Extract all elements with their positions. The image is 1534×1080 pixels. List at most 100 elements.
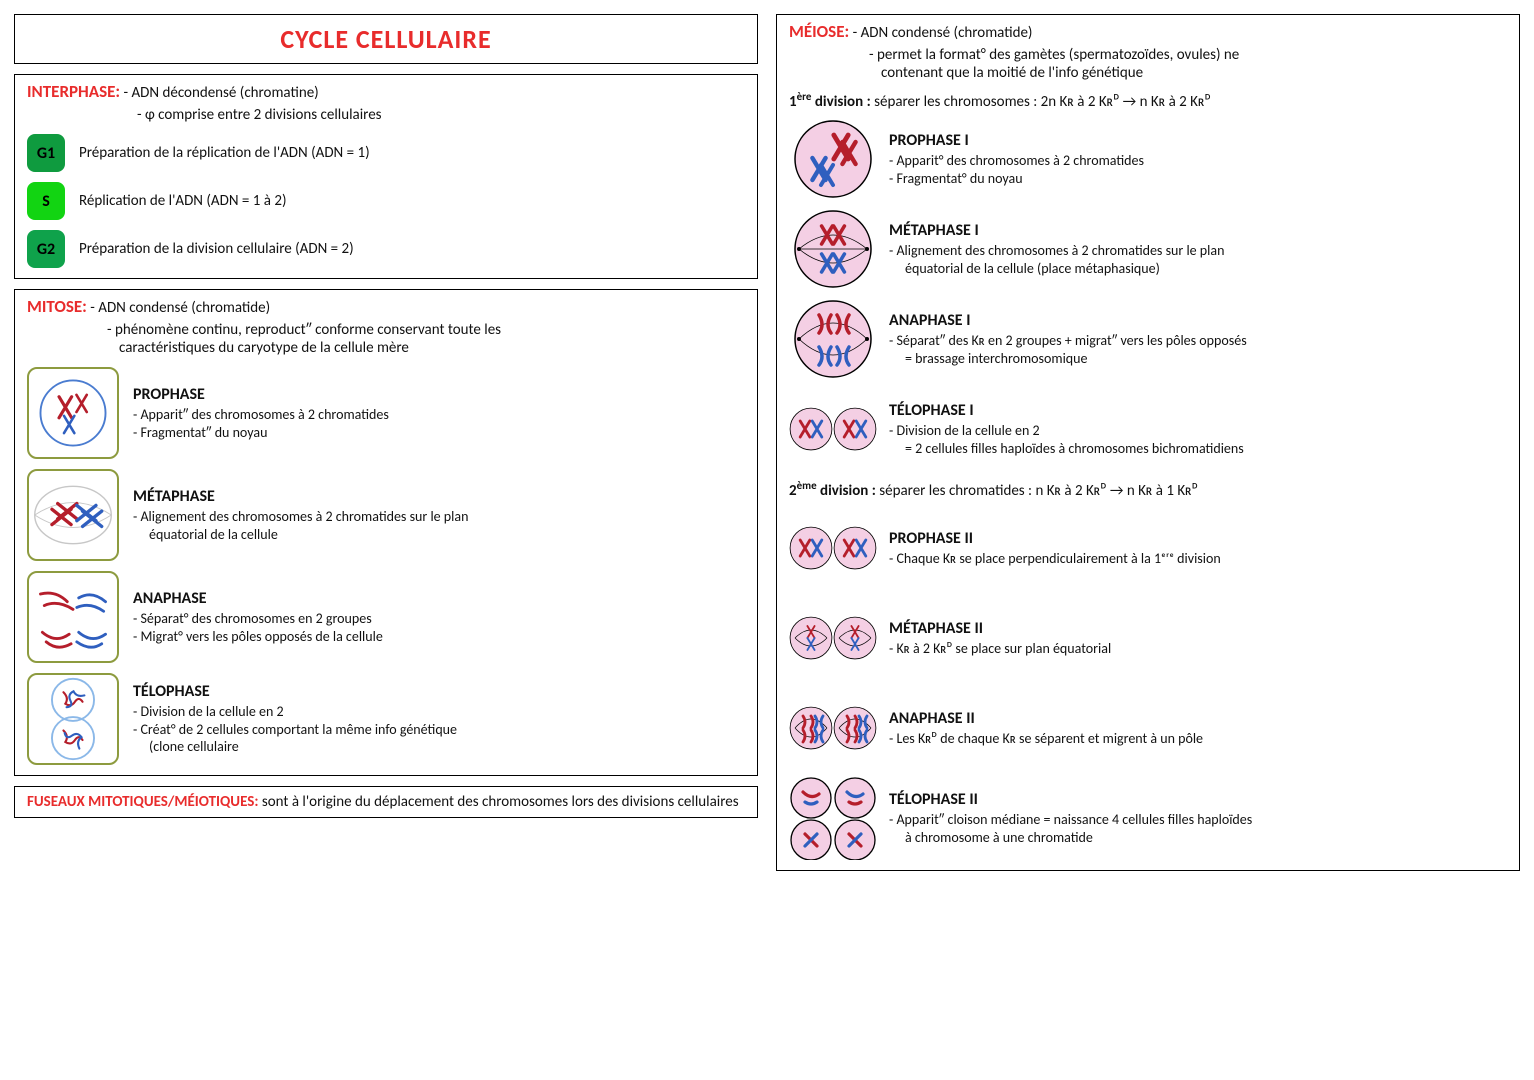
meiose-phase-row: TÉLOPHASE I Division de la cellule en 2= … <box>789 387 1507 471</box>
phase-text: MÉTAPHASEAlignement des chromosomes à 2 … <box>133 487 468 543</box>
division1-title: 1ère division : séparer les chromosomes … <box>789 90 1507 111</box>
m_prophase1-icon <box>789 117 877 201</box>
mitose-phase-row: ANAPHASE Séparat° des chromosomes en 2 gr… <box>27 571 745 663</box>
meiose-phase-row: PROPHASE I Apparit° des chromosomes à 2 c… <box>789 117 1507 201</box>
phase-text: ANAPHASE I Séparat″ des Kʀ en 2 groupes +… <box>889 311 1247 367</box>
phase-name: PROPHASE II <box>889 529 1221 548</box>
division1-desc: séparer les chromosomes : 2n Kʀ à 2 Kʀᴰ … <box>874 93 1211 111</box>
phase-line: Apparit″ cloison médiane = naissance 4 c… <box>889 811 1252 829</box>
meiose-section: MÉIOSE: - ADN condensé (chromatide) - pe… <box>776 14 1520 871</box>
m_prophase2-icon <box>789 506 877 590</box>
phase-line: Migrat° vers les pôles opposés de la cel… <box>133 628 383 646</box>
m_metaphase2-icon <box>789 596 877 680</box>
phase-name: PROPHASE <box>133 385 389 404</box>
phase-badge: S <box>27 182 65 220</box>
phase-name: ANAPHASE <box>133 589 383 608</box>
mitose-line2: - phénomène continu, reproduct″ conforme… <box>27 321 745 339</box>
m_telophase1-icon <box>789 387 877 471</box>
phase-badge: G2 <box>27 230 65 268</box>
phase-line: Kʀ à 2 Kʀᴰ se place sur plan équatorial <box>889 640 1111 658</box>
m_anaphase2-icon <box>789 686 877 770</box>
fuseaux-label: FUSEAUX MITOTIQUES/MÉIOTIQUES: <box>27 793 259 811</box>
phase-line: = brassage interchromosomique <box>889 350 1247 368</box>
phase-desc: Réplication de l'ADN (ADN = 1 à 2) <box>79 192 287 210</box>
phase-text: MÉTAPHASE II Kʀ à 2 Kʀᴰ se place sur plan… <box>889 619 1111 658</box>
interphase-section: INTERPHASE: - ADN décondensé (chromatine… <box>14 74 758 279</box>
meiose-phase-row: ANAPHASE I Séparat″ des Kʀ en 2 groupes +… <box>789 297 1507 381</box>
meiose-line2: - permet la format° des gamètes (spermat… <box>789 46 1507 64</box>
phase-line: Chaque Kʀ se place perpendiculairement à… <box>889 550 1221 568</box>
meiose-phase-row: PROPHASE II Chaque Kʀ se place perpendicu… <box>789 506 1507 590</box>
phase-text: MÉTAPHASE I Alignement des chromosomes à … <box>889 221 1224 277</box>
prophase-icon <box>27 367 119 459</box>
mitose-phase-row: PROPHASE Apparit″ des chromosomes à 2 chr… <box>27 367 745 459</box>
m_anaphase1-icon <box>789 297 877 381</box>
left-column: CYCLE CELLULAIRE INTERPHASE: - ADN décon… <box>14 14 758 871</box>
mitose-phase-row: TÉLOPHASE Division de la cellule en 2Créa… <box>27 673 745 765</box>
phase-line: Apparit″ des chromosomes à 2 chromatides <box>133 406 389 424</box>
mitose-line3: caractéristiques du caryotype de la cell… <box>27 339 745 357</box>
phase-line: (clone cellulaire <box>133 738 457 756</box>
interphase-row: S Réplication de l'ADN (ADN = 1 à 2) <box>27 182 745 220</box>
phase-line: Apparit° des chromosomes à 2 chromatides <box>889 152 1144 170</box>
phase-desc: Préparation de la division cellulaire (A… <box>79 240 354 258</box>
fuseaux-text: sont à l'origine du déplacement des chro… <box>262 793 739 811</box>
phase-line: Fragmentat° du noyau <box>889 170 1144 188</box>
phase-name: PROPHASE I <box>889 131 1144 150</box>
phase-line: Alignement des chromosomes à 2 chromatid… <box>889 242 1224 260</box>
phase-text: ANAPHASE Séparat° des chromosomes en 2 gr… <box>133 589 383 645</box>
m_metaphase1-icon <box>789 207 877 291</box>
interphase-label: INTERPHASE: <box>27 81 120 102</box>
phase-line: = 2 cellules filles haploïdes à chromoso… <box>889 440 1244 458</box>
interphase-line1: - ADN décondensé (chromatine) <box>124 84 319 102</box>
anaphase-icon <box>27 571 119 663</box>
division2-title: 2ème division : séparer les chromatides … <box>789 479 1507 500</box>
division2-desc: séparer les chromatides : n Kʀ à 2 Kʀᴰ →… <box>879 482 1198 500</box>
phase-name: MÉTAPHASE <box>133 487 468 506</box>
phase-line: Les Kʀᴰ de chaque Kʀ se séparent et migr… <box>889 730 1203 748</box>
phase-name: ANAPHASE II <box>889 709 1203 728</box>
phase-line: à chromosome à une chromatide <box>889 829 1252 847</box>
interphase-row: G1 Préparation de la réplication de l'ADN… <box>27 134 745 172</box>
telophase-icon <box>27 673 119 765</box>
page: CYCLE CELLULAIRE INTERPHASE: - ADN décon… <box>14 14 1520 871</box>
meiose-phase-row: MÉTAPHASE II Kʀ à 2 Kʀᴰ se place sur plan… <box>789 596 1507 680</box>
phase-name: TÉLOPHASE II <box>889 790 1252 809</box>
meiose-line3: contenant que la moitié de l'info généti… <box>789 64 1507 82</box>
phase-line: Créat° de 2 cellules comportant la même … <box>133 721 457 739</box>
phase-text: TÉLOPHASE I Division de la cellule en 2= … <box>889 401 1244 457</box>
phase-line: Séparat° des chromosomes en 2 groupes <box>133 610 383 628</box>
meiose-line1: - ADN condensé (chromatide) <box>853 24 1033 42</box>
phase-text: PROPHASE I Apparit° des chromosomes à 2 c… <box>889 131 1144 187</box>
mitose-phase-row: MÉTAPHASEAlignement des chromosomes à 2 … <box>27 469 745 561</box>
meiose-label: MÉIOSE: <box>789 21 849 42</box>
phase-line: Séparat″ des Kʀ en 2 groupes + migrat″ v… <box>889 332 1247 350</box>
phase-name: ANAPHASE I <box>889 311 1247 330</box>
phase-line: équatorial de la cellule (place métaphas… <box>889 260 1224 278</box>
phase-line: équatorial de la cellule <box>133 526 468 544</box>
phase-name: MÉTAPHASE II <box>889 619 1111 638</box>
phase-text: TÉLOPHASE II Apparit″ cloison médiane = n… <box>889 790 1252 846</box>
phase-line: Division de la cellule en 2 <box>133 703 457 721</box>
phase-badge: G1 <box>27 134 65 172</box>
interphase-line2: - φ comprise entre 2 divisions cellulair… <box>27 106 745 124</box>
page-title: CYCLE CELLULAIRE <box>14 14 758 64</box>
meiose-phase-row: TÉLOPHASE II Apparit″ cloison médiane = n… <box>789 776 1507 860</box>
phase-name: TÉLOPHASE <box>133 682 457 701</box>
mitose-line1: - ADN condensé (chromatide) <box>90 299 270 317</box>
phase-text: ANAPHASE II Les Kʀᴰ de chaque Kʀ se sépar… <box>889 709 1203 748</box>
meiose-phase-row: ANAPHASE II Les Kʀᴰ de chaque Kʀ se sépar… <box>789 686 1507 770</box>
phase-name: TÉLOPHASE I <box>889 401 1244 420</box>
phase-line: Fragmentat″ du noyau <box>133 424 389 442</box>
mitose-label: MITOSE: <box>27 296 87 317</box>
phase-name: MÉTAPHASE I <box>889 221 1224 240</box>
phase-line: Division de la cellule en 2 <box>889 422 1244 440</box>
metaphase-icon <box>27 469 119 561</box>
fuseaux-section: FUSEAUX MITOTIQUES/MÉIOTIQUES: sont à l'… <box>14 786 758 818</box>
interphase-row: G2 Préparation de la division cellulaire … <box>27 230 745 268</box>
mitose-section: MITOSE: - ADN condensé (chromatide) - ph… <box>14 289 758 776</box>
phase-text: TÉLOPHASE Division de la cellule en 2Créa… <box>133 682 457 756</box>
phase-desc: Préparation de la réplication de l'ADN (… <box>79 144 370 162</box>
meiose-phase-row: MÉTAPHASE I Alignement des chromosomes à … <box>789 207 1507 291</box>
right-column: MÉIOSE: - ADN condensé (chromatide) - pe… <box>776 14 1520 871</box>
